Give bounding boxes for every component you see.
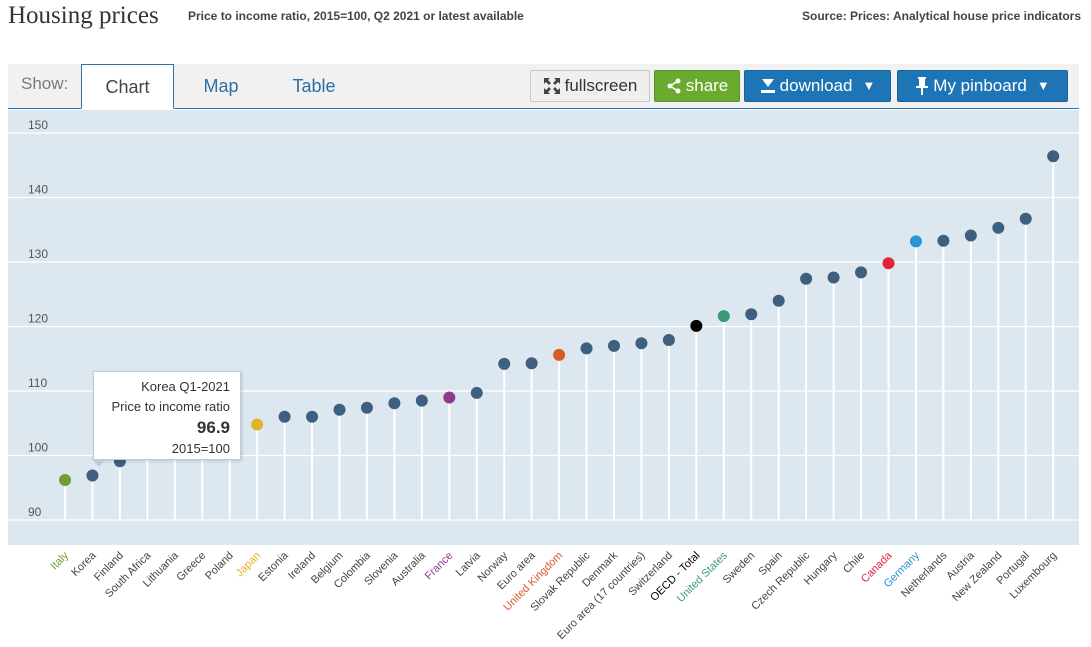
data-point[interactable] xyxy=(827,271,840,284)
chevron-down-icon: ▼ xyxy=(862,78,876,93)
data-point[interactable] xyxy=(937,234,950,247)
data-point[interactable] xyxy=(635,337,648,350)
y-tick-label: 90 xyxy=(28,505,42,519)
data-point[interactable] xyxy=(415,394,428,407)
y-tick-label: 130 xyxy=(28,247,48,261)
data-point[interactable] xyxy=(360,401,373,414)
data-point[interactable] xyxy=(608,339,620,352)
fullscreen-label: fullscreen xyxy=(564,76,638,95)
tooltip-arrow xyxy=(92,459,106,467)
data-point[interactable] xyxy=(717,310,730,323)
data-point[interactable] xyxy=(525,357,538,370)
data-point[interactable] xyxy=(964,229,977,242)
data-point[interactable] xyxy=(909,235,922,248)
y-tick-label: 100 xyxy=(28,441,48,455)
y-tick-label: 150 xyxy=(28,118,48,132)
tooltip-title: Korea Q1-2021 xyxy=(141,379,230,394)
data-point[interactable] xyxy=(553,348,566,361)
data-point[interactable] xyxy=(580,342,593,355)
pin-icon xyxy=(916,77,929,95)
data-point[interactable] xyxy=(498,357,511,370)
source-note: Source: Prices: Analytical house price i… xyxy=(802,9,1081,23)
y-tick-label: 120 xyxy=(28,312,48,326)
share-button[interactable]: share xyxy=(654,70,740,102)
download-icon xyxy=(760,79,775,93)
pinboard-label: My pinboard xyxy=(933,76,1027,95)
share-label: share xyxy=(685,76,729,95)
data-point[interactable] xyxy=(59,474,71,487)
x-tick-label: France xyxy=(423,550,456,583)
y-axis-ticks: 90 100 110 120 130 140 150 xyxy=(28,118,48,519)
pinboard-button[interactable]: My pinboard ▼ xyxy=(897,70,1068,102)
show-label: Show: xyxy=(21,74,69,93)
x-tick-label: Italy xyxy=(48,549,71,572)
data-point[interactable] xyxy=(992,221,1005,234)
data-point[interactable] xyxy=(855,266,868,279)
y-tick-label: 110 xyxy=(28,376,47,390)
data-point[interactable] xyxy=(470,386,483,399)
download-label: download xyxy=(779,76,853,95)
y-tick-label: 140 xyxy=(28,183,48,197)
chevron-down-icon: ▼ xyxy=(1036,78,1050,93)
data-point[interactable] xyxy=(251,418,264,431)
data-point[interactable] xyxy=(690,319,703,332)
x-tick-label: Poland xyxy=(203,550,236,583)
plot-background xyxy=(8,110,1079,545)
chart-toolbar: Show: Chart Map Table fullscreen share d… xyxy=(8,64,1079,109)
tooltip-value: 96.9 xyxy=(196,418,230,437)
tab-chart[interactable]: Chart xyxy=(81,64,174,109)
share-icon xyxy=(667,78,681,94)
data-point[interactable] xyxy=(306,410,319,423)
fullscreen-button[interactable]: fullscreen xyxy=(530,70,650,102)
tooltip-unit: 2015=100 xyxy=(171,441,230,456)
fullscreen-icon xyxy=(543,78,560,94)
tab-map[interactable]: Map xyxy=(203,76,239,96)
data-point[interactable] xyxy=(278,410,291,423)
x-tick-label: Estonia xyxy=(256,549,291,584)
data-point[interactable] xyxy=(800,272,813,285)
page-title: Housing prices xyxy=(8,2,159,29)
data-point[interactable] xyxy=(443,391,456,404)
data-point[interactable] xyxy=(745,308,758,321)
data-point[interactable] xyxy=(1019,212,1032,225)
download-button[interactable]: download ▼ xyxy=(744,70,891,102)
x-tick-label: Greece xyxy=(174,550,208,584)
data-point[interactable] xyxy=(882,257,895,270)
chart-tooltip: Korea Q1-2021 Price to income ratio 96.9… xyxy=(93,371,241,460)
data-point[interactable] xyxy=(388,397,401,410)
stems xyxy=(64,156,1055,520)
data-point[interactable] xyxy=(1047,150,1060,163)
tab-table[interactable]: Table xyxy=(292,76,336,96)
data-point[interactable] xyxy=(333,403,346,416)
data-point[interactable] xyxy=(86,469,99,482)
tooltip-series: Price to income ratio xyxy=(111,399,231,414)
data-point[interactable] xyxy=(772,294,785,307)
data-point[interactable] xyxy=(662,334,675,347)
chart-subtitle: Price to income ratio, 2015=100, Q2 2021… xyxy=(188,9,524,23)
